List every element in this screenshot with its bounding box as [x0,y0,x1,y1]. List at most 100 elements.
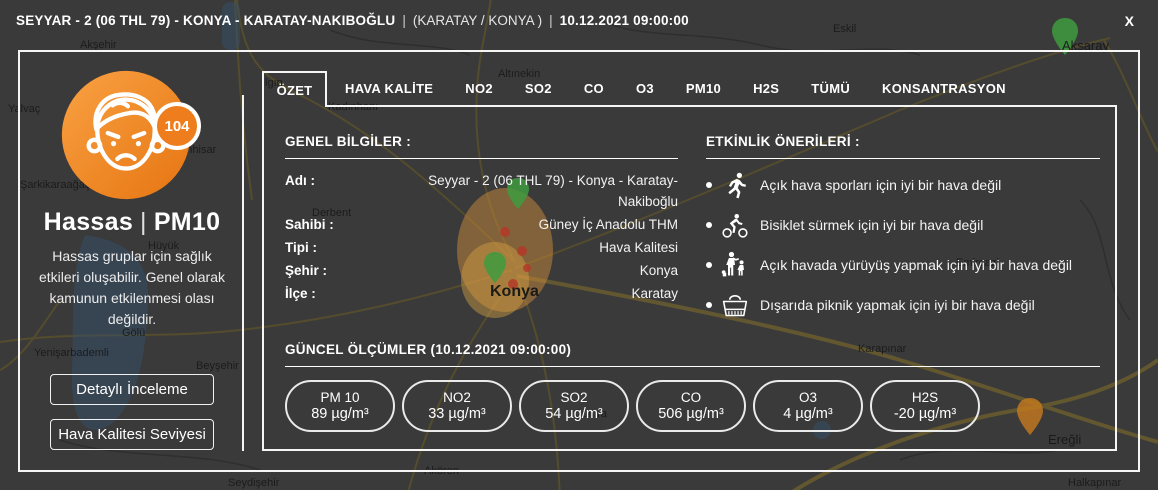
tab-pm10[interactable]: PM10 [685,80,722,96]
svg-text:Yalvaç: Yalvaç [8,103,41,115]
svg-text:Akşehir: Akşehir [80,39,117,51]
tab-panel-top-border [327,105,1117,107]
activity-item: Açık havada yürüyüş yapmak için iyi bir … [706,250,1100,279]
svg-text:Çumra: Çumra [574,408,608,420]
title-separator: | [140,208,147,236]
tab-so2[interactable]: SO2 [524,80,552,96]
tab-ozet[interactable]: ÖZET [262,71,327,107]
activity-text: Bisiklet sürmek için iyi bir hava değil [760,216,984,233]
info-label: Tipi : [285,240,317,255]
measurement-pills: PM 10 89 µg/m³ NO2 33 µg/m³ SO2 54 µg/m³… [285,380,1100,432]
header-bar: SEYYAR - 2 (06 THL 79) - KONYA - KARATAY… [16,13,689,28]
bullet-icon [706,221,712,228]
info-row-city: Şehir : Konya [285,260,678,281]
station-location: (KARATAY / KONYA ) [412,13,543,28]
general-info-title: GENEL BİLGİLER : [285,134,678,159]
measurement-datetime: 10.12.2021 09:00:00 [559,13,689,28]
aqi-value-badge: 104 [153,102,201,150]
svg-text:Ereğli: Ereğli [1048,432,1081,447]
station-title: SEYYAR - 2 (06 THL 79) - KONYA - KARATAY… [16,13,396,28]
cyclist-icon [720,210,750,239]
pollutant-name: SO2 [560,390,588,405]
ozet-tab-panel: GENEL BİLGİLER : Adı : Seyyar - 2 (06 TH… [262,105,1117,451]
activity-suggestions-section: ETKİNLİK ÖNERİLERİ : Açık hava sporları … [706,134,1100,319]
summary-column: 104 Hassas | PM10 Hassas gruplar için sağl… [20,52,244,470]
tab-o3[interactable]: O3 [635,80,654,96]
runner-icon [720,170,750,199]
info-label: İlçe : [285,286,316,301]
tab-co[interactable]: CO [583,80,604,96]
vertical-divider [242,95,244,451]
info-row-district: İlçe : Karatay [285,283,678,304]
header-separator: | [549,13,553,28]
info-value: Güney İç Anadolu THM [538,217,678,232]
svg-text:Altınekin: Altınekin [498,68,540,80]
map-pin-orange [1017,398,1043,435]
aqi-level-label: Hassas [43,208,134,236]
activity-item: Bisiklet sürmek için iyi bir hava değil [706,210,1100,239]
activity-suggestions-title: ETKİNLİK ÖNERİLERİ : [706,134,1100,159]
aqi-level-title: Hassas | PM10 [20,208,244,237]
svg-text:Seydişehir: Seydişehir [228,477,280,489]
svg-text:Gölü: Gölü [122,327,145,339]
measurement-pill-o3: O3 4 µg/m³ [753,380,863,432]
info-row-name: Adı : Seyyar - 2 (06 THL 79) - Konya - K… [285,170,678,212]
measurement-pill-pm10: PM 10 89 µg/m³ [285,380,395,432]
family-walking-icon [720,250,750,279]
info-value: Konya [639,263,678,278]
pollutant-name: H2S [911,390,939,405]
pollutant-value: 4 µg/m³ [783,406,833,422]
bullet-icon [706,181,712,188]
current-measurements-title: GÜNCEL ÖLÇÜMLER (10.12.2021 09:00:00) [285,342,1100,367]
general-info-rows: Adı : Seyyar - 2 (06 THL 79) - Konya - K… [285,170,678,304]
measurement-pill-h2s: H2S -20 µg/m³ [870,380,980,432]
info-row-type: Tipi : Hava Kalitesi [285,237,678,258]
pollutant-value: 506 µg/m³ [658,406,724,422]
svg-text:Yenişarbademli: Yenişarbademli [34,347,109,359]
activity-text: Açık hava sporları için iyi bir hava değ… [760,176,1002,193]
pollutant-value: 33 µg/m³ [428,406,486,422]
station-detail-modal: 104 Hassas | PM10 Hassas gruplar için sağl… [18,50,1140,472]
measurement-pill-no2: NO2 33 µg/m³ [402,380,512,432]
info-value: Karatay [631,286,678,301]
aqi-avatar-wrap: 104 [20,52,244,262]
svg-text:Hüyük: Hüyük [148,240,180,252]
detailed-review-button[interactable]: Detaylı İnceleme [50,374,214,405]
pollutant-name: O3 [798,390,817,405]
pollutant-name: PM 10 [320,390,360,405]
tab-no2[interactable]: NO2 [465,80,493,96]
svg-text:Ilgın: Ilgın [262,77,283,89]
svg-text:Karapınar: Karapınar [858,343,907,355]
tab-tumu[interactable]: TÜMÜ [811,80,851,96]
svg-text:Kadınhanı: Kadınhanı [328,101,378,113]
svg-text:Aksaray: Aksaray [1062,38,1109,53]
measurement-pill-so2: SO2 54 µg/m³ [519,380,629,432]
activity-item: Dışarıda piknik yapmak için iyi bir hava… [706,290,1100,319]
info-label: Adı : [285,173,315,188]
header-separator: | [402,13,406,28]
pollutant-value: -20 µg/m³ [893,406,957,422]
aqi-level-description: Hassas gruplar için sağlık etkileri oluş… [39,248,225,327]
info-value: Seyyar - 2 (06 THL 79) - Konya - Karatay… [428,173,678,209]
pollutant-value: 89 µg/m³ [311,406,369,422]
info-label: Sahibi : [285,217,334,232]
activity-text: Dışarıda piknik yapmak için iyi bir hava… [760,296,1035,313]
activity-text: Açık havada yürüyüş yapmak için iyi bir … [760,256,1073,273]
svg-text:Eskil: Eskil [833,23,856,35]
tab-h2s[interactable]: H2S [753,80,780,96]
pollutant-name: CO [680,390,702,405]
svg-text:Konya: Konya [490,283,539,300]
dominant-pollutant: PM10 [153,208,221,236]
map-pin-green [484,18,1078,283]
bullet-icon [706,261,712,268]
measurement-pill-co: CO 506 µg/m³ [636,380,746,432]
pollutant-value: 54 µg/m³ [545,406,603,422]
air-quality-level-button[interactable]: Hava Kalitesi Seviyesi [50,419,214,450]
map-roads-minor [59,19,1131,471]
tab-hava-kalite[interactable]: HAVA KALİTE [345,80,434,96]
tab-konsantrasyon[interactable]: KONSANTRASYON [882,80,1006,96]
tab-strip: HAVA KALİTE NO2 SO2 CO O3 PM10 H2S TÜMÜ … [329,71,1022,105]
close-button[interactable]: X [1124,13,1134,29]
pollutant-name: NO2 [443,390,471,405]
